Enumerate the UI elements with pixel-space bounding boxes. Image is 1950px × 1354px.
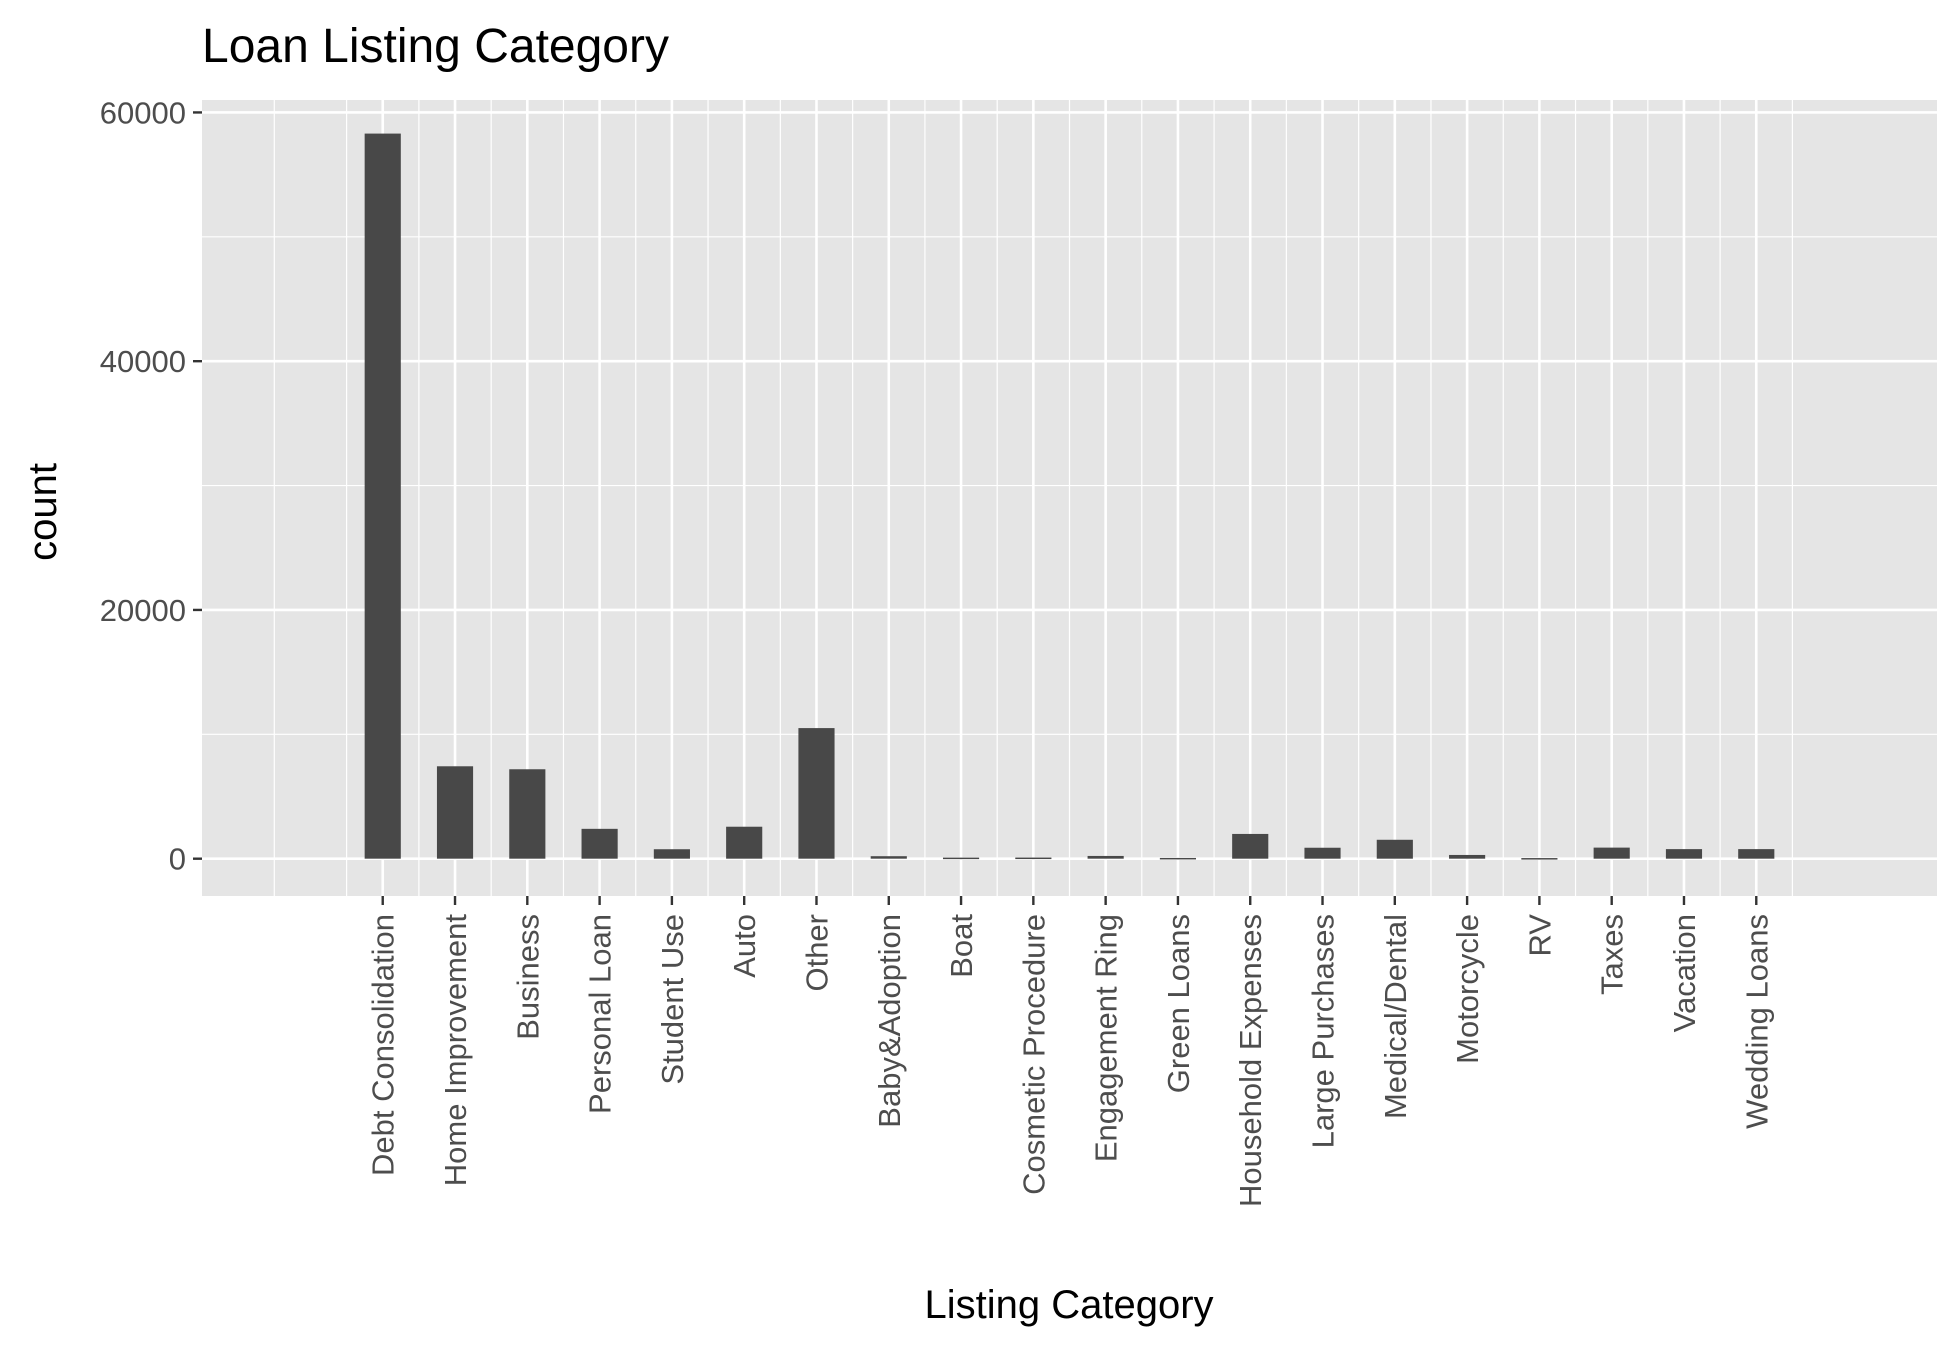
x-tick-label: Other xyxy=(799,914,834,992)
bar-auto xyxy=(726,826,763,859)
x-axis-title: Listing Category xyxy=(924,1283,1213,1327)
bar-home-improvement xyxy=(436,766,474,859)
y-tick-label: 0 xyxy=(169,842,186,877)
bar-green-loans xyxy=(1159,857,1197,860)
x-tick-label: Vacation xyxy=(1667,914,1702,1032)
x-tick-label: Debt Consolidation xyxy=(366,914,401,1176)
bar-engagement-ring xyxy=(1087,855,1124,859)
x-tick-label: Business xyxy=(510,914,545,1040)
bar-medical-dental xyxy=(1376,839,1413,859)
x-tick-label: Household Expenses xyxy=(1233,914,1268,1207)
bar-debt-consolidation xyxy=(364,133,401,859)
bar-household-expenses xyxy=(1232,833,1269,859)
bar-personal-loan xyxy=(581,828,618,859)
plot-layer: 0 20000 40000 60000 Debt Consolidation Home I… xyxy=(100,95,1937,1207)
bar-boat xyxy=(942,857,980,860)
x-tick-label: Taxes xyxy=(1595,914,1630,995)
x-tick-label: Baby&Adoption xyxy=(872,914,907,1128)
bar-large-purchases xyxy=(1304,847,1341,859)
x-tick-label: Motorcycle xyxy=(1450,914,1485,1064)
y-axis-title: count xyxy=(21,463,65,561)
y-tick-label: 40000 xyxy=(100,344,186,379)
x-tick-label: Student Use xyxy=(655,914,690,1085)
bar-other xyxy=(798,728,835,859)
x-tick-label: Large Purchases xyxy=(1306,914,1341,1148)
x-tick-label: Medical/Dental xyxy=(1378,914,1413,1119)
bar-student-use xyxy=(653,849,690,859)
bar-business xyxy=(509,769,546,859)
y-tick-label: 20000 xyxy=(100,593,186,628)
y-tick-label: 60000 xyxy=(100,95,186,130)
bar-motorcycle xyxy=(1449,854,1486,859)
x-tick-label: Home Improvement xyxy=(438,914,473,1187)
bar-baby-adoption xyxy=(870,856,907,859)
x-tick-label: Engagement Ring xyxy=(1089,914,1124,1162)
bar-rv xyxy=(1521,858,1558,860)
x-tick-label: Personal Loan xyxy=(583,914,618,1114)
chart-title: Loan Listing Category xyxy=(202,20,669,73)
bar-taxes xyxy=(1593,847,1630,859)
x-tick-label: Auto xyxy=(727,914,762,978)
x-tick-label: Cosmetic Procedure xyxy=(1016,914,1051,1195)
x-tick-label: Green Loans xyxy=(1161,914,1196,1093)
x-tick-label: RV xyxy=(1522,914,1557,957)
bar-wedding-loans xyxy=(1738,849,1775,859)
bar-vacation xyxy=(1665,849,1703,859)
x-tick-label: Wedding Loans xyxy=(1739,914,1774,1129)
x-tick-label: Boat xyxy=(944,914,979,978)
bar-cosmetic-procedure xyxy=(1015,857,1052,860)
